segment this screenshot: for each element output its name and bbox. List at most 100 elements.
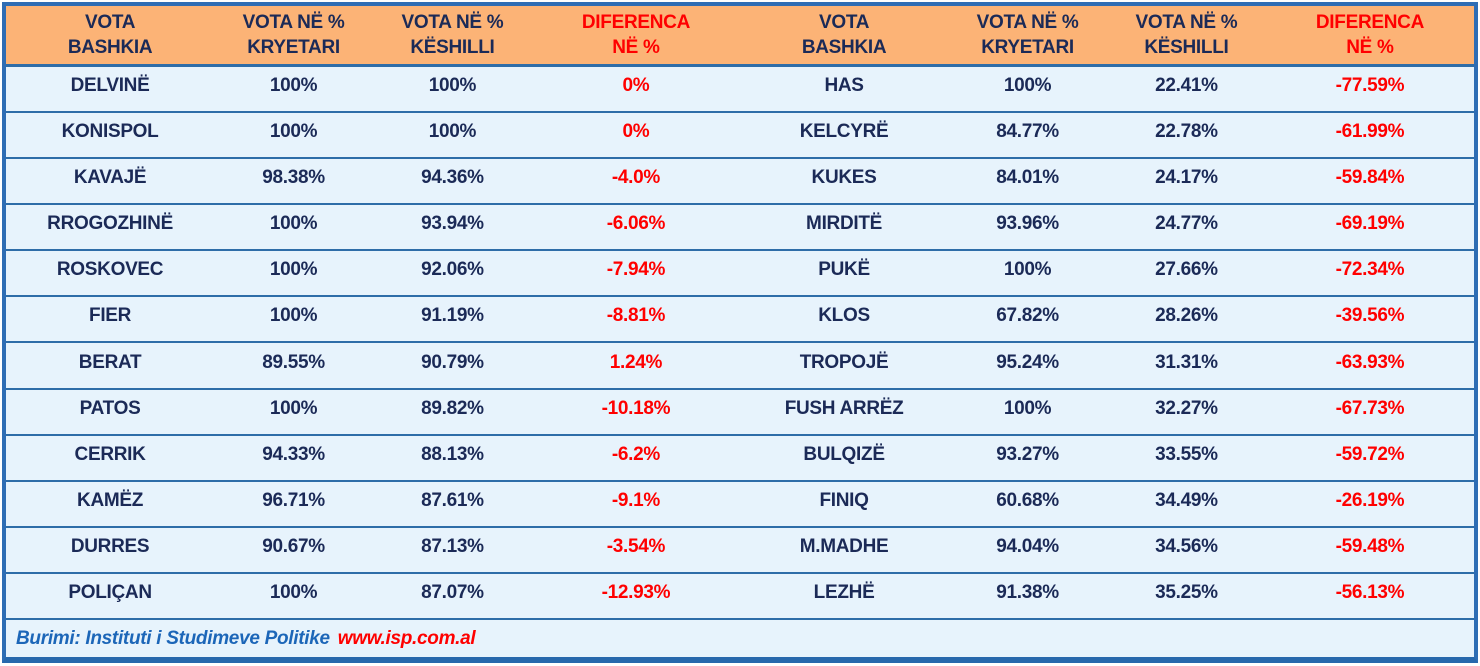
table-row: KAVAJË 98.38% 94.36% -4.0% KUKES 84.01% 24.17%… bbox=[6, 159, 1474, 206]
cell-diferenca: -56.13% bbox=[1335, 581, 1405, 603]
header-line: VOTA NË % bbox=[976, 11, 1079, 33]
cell-diferenca: -72.34% bbox=[1335, 259, 1405, 281]
header-line: DIFERENCA bbox=[1315, 11, 1424, 33]
table-row: PATOS 100% 89.82% -10.18% FUSH ARRËZ 100% 32.2… bbox=[6, 389, 1474, 436]
cell-bashkia: FIER bbox=[89, 305, 132, 327]
header-cell-bashkia-right: VOTA BASHKIA bbox=[740, 6, 948, 64]
header-cell-kryetari-left: VOTA NË % KRYETARI bbox=[214, 6, 373, 64]
cell-keshilli: 31.31% bbox=[1155, 351, 1218, 373]
table-row: KAMËZ 96.71% 87.61% -9.1% FINIQ 60.68% 34.49% -… bbox=[6, 481, 1474, 528]
cell-kryetari: 93.27% bbox=[996, 443, 1059, 465]
cell-keshilli: 100% bbox=[428, 75, 477, 97]
cell-diferenca: -61.99% bbox=[1335, 121, 1405, 143]
cell-keshilli: 24.17% bbox=[1155, 167, 1218, 189]
cell-kryetari: 84.01% bbox=[996, 167, 1059, 189]
header-line: KRYETARI bbox=[981, 36, 1074, 58]
cell-keshilli: 94.36% bbox=[421, 167, 484, 189]
cell-diferenca: -59.72% bbox=[1335, 443, 1405, 465]
header-cell-kryetari-right: VOTA NË % KRYETARI bbox=[948, 6, 1107, 64]
cell-diferenca: -10.18% bbox=[601, 397, 671, 419]
cell-bashkia: RROGOZHINË bbox=[47, 213, 173, 235]
header-line: KRYETARI bbox=[247, 36, 340, 58]
table-row: FIER 100% 91.19% -8.81% KLOS 67.82% 28.26% -39.… bbox=[6, 297, 1474, 344]
header-line: BASHKIA bbox=[67, 36, 153, 58]
cell-bashkia: POLIÇAN bbox=[68, 581, 152, 603]
cell-bashkia: BERAT bbox=[78, 351, 142, 373]
cell-diferenca: 1.24% bbox=[609, 351, 663, 373]
cell-bashkia: BULQIZË bbox=[803, 443, 885, 465]
table-row: DELVINË 100% 100% 0% HAS 100% 22.41% -77.59% bbox=[6, 67, 1474, 114]
cell-keshilli: 27.66% bbox=[1155, 259, 1218, 281]
cell-kryetari: 98.38% bbox=[262, 167, 325, 189]
cell-kryetari: 100% bbox=[269, 121, 318, 143]
cell-kryetari: 90.67% bbox=[262, 535, 325, 557]
cell-keshilli: 34.56% bbox=[1155, 535, 1218, 557]
table-row: KONISPOL 100% 100% 0% KELCYRË 84.77% 22.78% -61… bbox=[6, 113, 1474, 160]
cell-keshilli: 89.82% bbox=[421, 397, 484, 419]
table-row: ROSKOVEC 100% 92.06% -7.94% PUKË 100% 27.66% -7… bbox=[6, 251, 1474, 298]
cell-keshilli: 90.79% bbox=[421, 351, 484, 373]
cell-kryetari: 96.71% bbox=[262, 489, 325, 511]
cell-diferenca: -63.93% bbox=[1335, 351, 1405, 373]
table-row: BERAT 89.55% 90.79% 1.24% TROPOJË 95.24% 31.31… bbox=[6, 343, 1474, 390]
cell-bashkia: KAVAJË bbox=[73, 167, 147, 189]
header-line: NË % bbox=[612, 36, 660, 58]
cell-keshilli: 33.55% bbox=[1155, 443, 1218, 465]
header-line: BASHKIA bbox=[801, 36, 887, 58]
cell-kryetari: 100% bbox=[269, 305, 318, 327]
cell-kryetari: 91.38% bbox=[996, 581, 1059, 603]
header-line: KËSHILLI bbox=[1144, 36, 1229, 58]
cell-bashkia: DELVINË bbox=[70, 75, 150, 97]
cell-keshilli: 91.19% bbox=[421, 305, 484, 327]
header-cell-diferenca-left: DIFERENCA NË % bbox=[532, 6, 740, 64]
header-line: VOTA bbox=[818, 11, 870, 33]
cell-keshilli: 35.25% bbox=[1155, 581, 1218, 603]
cell-kryetari: 100% bbox=[269, 75, 318, 97]
cell-kryetari: 95.24% bbox=[996, 351, 1059, 373]
table-row: RROGOZHINË 100% 93.94% -6.06% MIRDITË 93.96% 2… bbox=[6, 205, 1474, 252]
cell-keshilli: 87.13% bbox=[421, 535, 484, 557]
cell-kryetari: 100% bbox=[269, 581, 318, 603]
cell-bashkia: FUSH ARRËZ bbox=[784, 397, 904, 419]
cell-diferenca: -59.48% bbox=[1335, 535, 1405, 557]
cell-bashkia: DURRES bbox=[70, 535, 150, 557]
table-row: POLIÇAN 100% 87.07% -12.93% LEZHË 91.38% 35.25… bbox=[6, 573, 1474, 620]
cell-bashkia: ROSKOVEC bbox=[56, 259, 164, 281]
cell-bashkia: KONISPOL bbox=[61, 121, 159, 143]
cell-kryetari: 94.33% bbox=[262, 443, 325, 465]
cell-diferenca: -4.0% bbox=[611, 167, 660, 189]
cell-bashkia: PUKË bbox=[818, 259, 870, 281]
cell-kryetari: 93.96% bbox=[996, 213, 1059, 235]
cell-kryetari: 67.82% bbox=[996, 305, 1059, 327]
table-row: DURRES 90.67% 87.13% -3.54% M.MADHE 94.04% 34.… bbox=[6, 527, 1474, 574]
header-line: VOTA NË % bbox=[401, 11, 504, 33]
source-row: Burimi: Instituti i Studimeve Politike w… bbox=[6, 620, 1474, 657]
cell-diferenca: 0% bbox=[622, 75, 650, 97]
cell-keshilli: 22.41% bbox=[1155, 75, 1218, 97]
cell-diferenca: -7.94% bbox=[606, 259, 666, 281]
cell-keshilli: 100% bbox=[428, 121, 477, 143]
cell-kryetari: 100% bbox=[1003, 75, 1052, 97]
source-link[interactable]: www.isp.com.al bbox=[337, 627, 476, 649]
cell-bashkia: KLOS bbox=[818, 305, 870, 327]
table-header: VOTA BASHKIA VOTA NË % KRYETARI VOTA NË … bbox=[6, 6, 1474, 67]
cell-diferenca: -6.2% bbox=[611, 443, 660, 465]
cell-keshilli: 88.13% bbox=[421, 443, 484, 465]
cell-diferenca: 0% bbox=[622, 121, 650, 143]
header-line: VOTA NË % bbox=[1135, 11, 1238, 33]
cell-kryetari: 84.77% bbox=[996, 121, 1059, 143]
cell-diferenca: -26.19% bbox=[1335, 489, 1405, 511]
header-cell-keshilli-right: VOTA NË % KËSHILLI bbox=[1107, 6, 1266, 64]
header-line: KËSHILLI bbox=[410, 36, 495, 58]
cell-bashkia: LEZHË bbox=[813, 581, 875, 603]
cell-bashkia: CERRIK bbox=[74, 443, 146, 465]
cell-keshilli: 34.49% bbox=[1155, 489, 1218, 511]
cell-bashkia: KELCYRË bbox=[799, 121, 889, 143]
cell-keshilli: 87.07% bbox=[421, 581, 484, 603]
cell-keshilli: 92.06% bbox=[421, 259, 484, 281]
cell-diferenca: -59.84% bbox=[1335, 167, 1405, 189]
cell-keshilli: 24.77% bbox=[1155, 213, 1218, 235]
source-label: Burimi: Instituti i Studimeve Politike bbox=[16, 627, 330, 649]
cell-kryetari: 100% bbox=[1003, 397, 1052, 419]
